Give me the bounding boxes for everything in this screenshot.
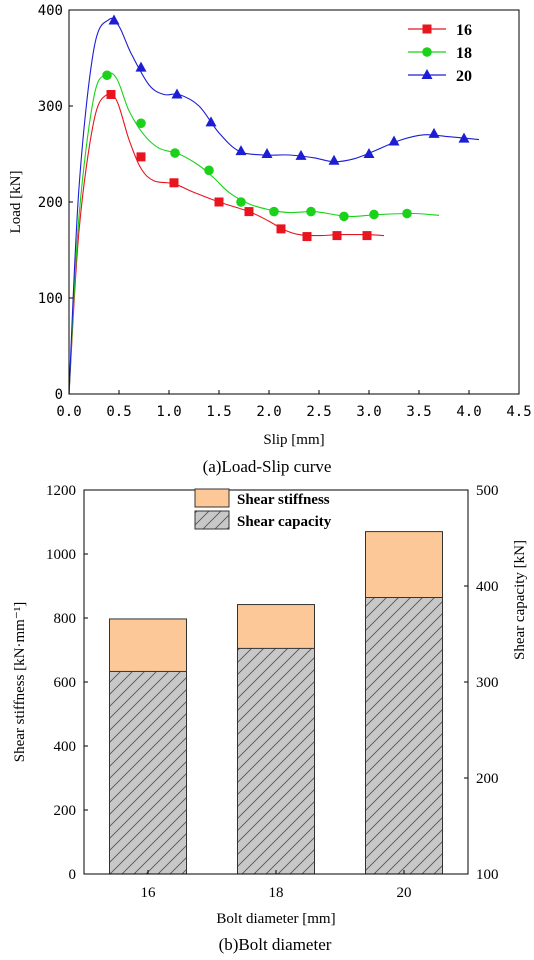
data-point-20 — [363, 148, 375, 158]
data-point-18 — [402, 208, 412, 219]
data-point-20 — [205, 116, 217, 127]
y-tick-label: 100 — [38, 291, 63, 307]
bolt-diameter-chart: 0 200 400 600 800 1000 1200 100 200 300 400 500 16 18… — [12, 483, 528, 954]
data-point-18 — [170, 148, 180, 158]
y-tick-label-left: 200 — [54, 803, 77, 819]
x-tick-label: 0.0 — [56, 404, 81, 420]
data-point-16 — [362, 231, 372, 241]
y-tick-label-left: 1000 — [46, 547, 76, 563]
data-point-18 — [369, 209, 379, 220]
y-tick-label-left: 1200 — [46, 483, 76, 499]
legend-marker-18 — [422, 47, 432, 57]
x-tick-label: 2.0 — [256, 404, 281, 420]
y-axis-label-left: Shear stiffness [kN·mm⁻¹] — [12, 602, 28, 762]
y-axis-label: Load [kN] — [8, 171, 24, 234]
legend-label-18: 18 — [456, 45, 472, 62]
x-tick-label: 16 — [141, 885, 157, 901]
y-tick-label-left: 600 — [54, 675, 77, 691]
data-point-18 — [236, 197, 246, 207]
data-point-18 — [339, 211, 349, 222]
series-line-18 — [68, 72, 440, 395]
legend-label-20: 20 — [456, 68, 472, 85]
x-tick-label: 18 — [269, 885, 284, 901]
y-tick-label-right: 200 — [476, 771, 499, 787]
data-point-20 — [171, 88, 183, 99]
data-point-16 — [106, 89, 116, 99]
data-point-20 — [458, 132, 470, 143]
data-point-16 — [302, 232, 312, 242]
data-point-20 — [295, 149, 307, 160]
data-point-16 — [169, 178, 179, 188]
legend-label: Shear capacity — [237, 514, 332, 530]
y-tick-label: 0 — [55, 387, 63, 403]
data-point-20 — [235, 145, 247, 156]
data-point-20 — [108, 14, 120, 25]
data-point-16 — [332, 231, 342, 241]
data-point-20 — [388, 135, 400, 146]
legend: 16 18 20 — [408, 22, 472, 85]
y-tick-label-right: 300 — [476, 675, 499, 691]
x-tick-label: 4.0 — [456, 404, 481, 420]
y-tick-label-right: 500 — [476, 483, 499, 499]
bar-shear-capacity-16 — [109, 670, 187, 875]
chart-caption: (b)Bolt diameter — [219, 935, 332, 954]
bar-shear-capacity-18 — [237, 647, 315, 875]
legend-label-16: 16 — [456, 22, 472, 39]
bar-shear-capacity-20 — [365, 597, 443, 875]
data-point-20 — [328, 154, 340, 165]
data-point-18 — [102, 70, 112, 81]
x-tick-label: 2.5 — [306, 404, 331, 420]
data-point-18 — [136, 118, 146, 129]
x-axis-label: Slip [mm] — [263, 432, 324, 448]
y-tick-label: 300 — [38, 99, 63, 115]
y-tick-label-left: 400 — [54, 739, 77, 755]
data-point-20 — [428, 127, 440, 138]
data-point-20 — [261, 148, 273, 158]
legend-swatch — [194, 510, 230, 530]
data-point-20 — [135, 61, 147, 72]
data-point-18 — [306, 206, 316, 217]
data-point-16 — [244, 207, 254, 217]
data-point-18 — [204, 165, 214, 176]
y-tick-label-left: 800 — [54, 611, 77, 627]
y-axis-label-right: Shear capacity [kN] — [512, 540, 528, 660]
data-point-16 — [214, 197, 224, 207]
y-tick-label-right: 400 — [476, 579, 499, 595]
x-tick-label: 20 — [397, 885, 412, 901]
series-line-16 — [68, 92, 385, 395]
y-tick-label-left: 0 — [69, 867, 77, 883]
data-point-16 — [276, 224, 286, 234]
plot-area-frame — [68, 9, 520, 395]
x-tick-label: 1.5 — [206, 404, 231, 420]
load-slip-chart: 0.0 0.5 1.0 1.5 2.0 2.5 3.0 3.5 4.0 4.5 0 100 200 300… — [8, 3, 532, 476]
legend-marker-16 — [422, 24, 432, 34]
legend-marker-20 — [421, 69, 433, 79]
x-tick-label: 3.5 — [406, 404, 431, 420]
y-tick-label-right: 100 — [476, 867, 499, 883]
x-tick-label: 0.5 — [106, 404, 131, 420]
x-tick-label: 1.0 — [156, 404, 181, 420]
legend-swatch — [194, 488, 230, 508]
data-point-18 — [269, 206, 279, 217]
x-axis-label: Bolt diameter [mm] — [216, 911, 335, 927]
legend-label: Shear stiffness — [237, 492, 330, 508]
x-tick-label: 4.5 — [506, 404, 531, 420]
data-point-16 — [136, 152, 146, 162]
chart-caption: (a)Load-Slip curve — [203, 457, 332, 476]
legend: Shear stiffness Shear capacity — [194, 488, 332, 530]
x-tick-label: 3.0 — [356, 404, 381, 420]
y-tick-label: 400 — [38, 3, 63, 19]
y-tick-label: 200 — [38, 195, 63, 211]
series-line-20 — [68, 17, 480, 395]
